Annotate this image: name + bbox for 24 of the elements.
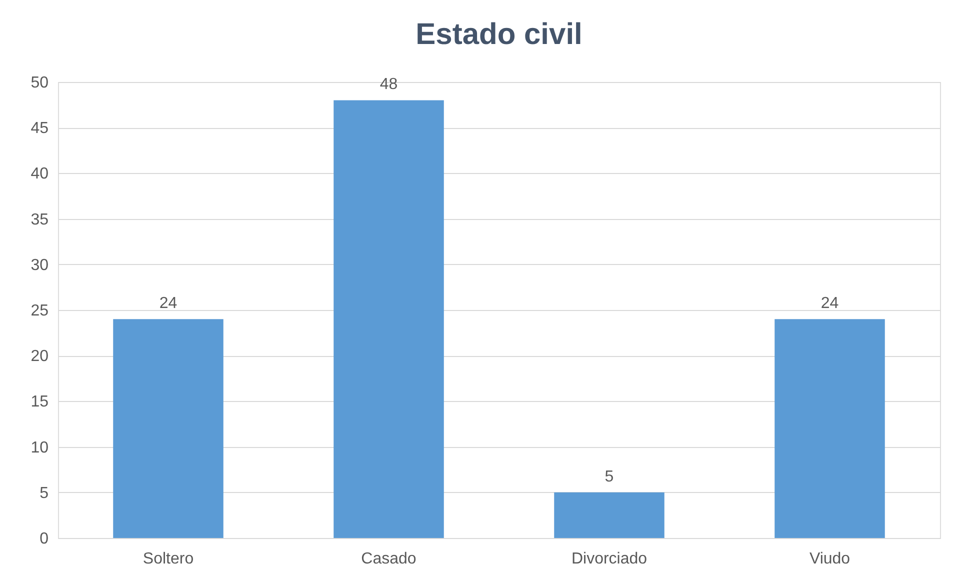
y-tick-label: 15 bbox=[30, 394, 49, 411]
y-tick-label: 20 bbox=[30, 348, 49, 366]
bar bbox=[113, 319, 224, 538]
x-tick-label: Soltero bbox=[142, 550, 194, 568]
x-tick-label: Viudo bbox=[809, 550, 850, 568]
y-tick-label: 30 bbox=[30, 256, 49, 274]
bar bbox=[334, 100, 444, 538]
y-tick-label: 35 bbox=[30, 211, 49, 228]
y-tick-label: 5 bbox=[40, 484, 49, 502]
bar bbox=[554, 492, 664, 538]
y-tick-label: 10 bbox=[30, 439, 49, 456]
y-tick-label: 0 bbox=[40, 530, 49, 548]
x-tick-label: Casado bbox=[361, 550, 416, 568]
data-label: 48 bbox=[380, 76, 398, 94]
data-label: 5 bbox=[604, 468, 614, 486]
data-label: 24 bbox=[820, 295, 839, 312]
y-tick-label: 25 bbox=[30, 302, 49, 320]
x-tick-label: Divorciado bbox=[571, 550, 648, 568]
data-label: 24 bbox=[159, 295, 178, 312]
y-tick-label: 45 bbox=[30, 120, 49, 138]
bar bbox=[774, 319, 885, 538]
chart-title: Estado civil bbox=[416, 18, 582, 51]
y-tick-label: 40 bbox=[30, 166, 49, 183]
y-tick-label: 50 bbox=[30, 74, 49, 92]
